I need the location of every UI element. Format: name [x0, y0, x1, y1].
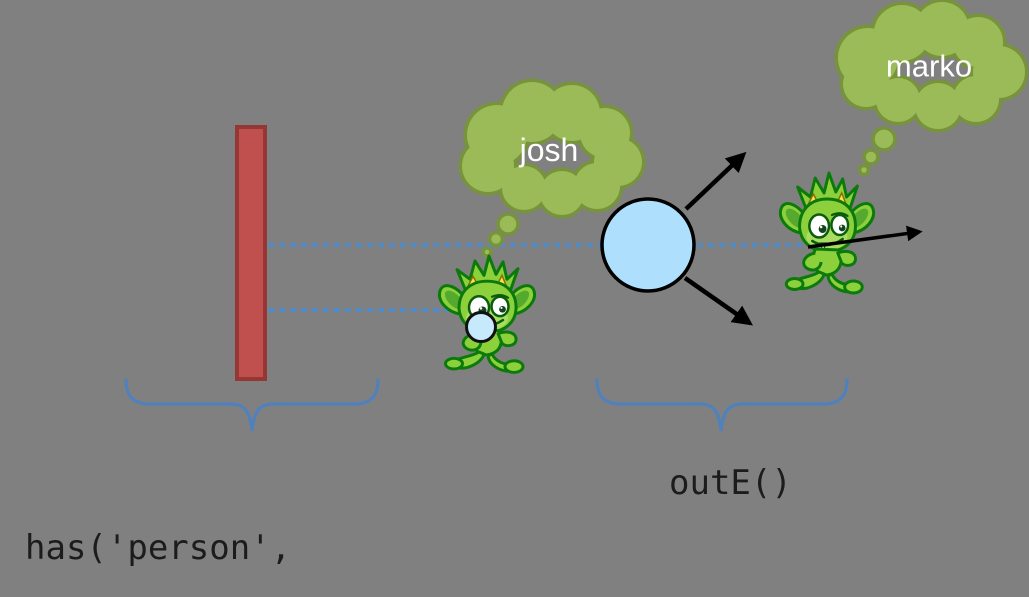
out-edge-arrow-right: [807, 225, 923, 249]
gremlin-mascot-right: [778, 171, 876, 295]
filter-barrier-bar: [235, 125, 267, 381]
brace-edge-step: [595, 378, 849, 432]
gremlin-mascot-left: [437, 254, 537, 374]
vertex-token: [465, 311, 497, 343]
out-edge-arrow-down: [683, 276, 753, 326]
vertex-circle: [600, 197, 696, 293]
dashed-path-lines: [268, 243, 806, 312]
thought-bubble-marko: [834, 0, 1029, 177]
thought-trail-josh: [481, 212, 520, 258]
thought-bubble-josh: [458, 78, 646, 258]
thought-trail-marko: [857, 126, 897, 177]
out-edge-arrow-up: [684, 151, 747, 211]
out-edge-arrows: [683, 151, 753, 326]
brace-filter-step: [124, 378, 380, 432]
